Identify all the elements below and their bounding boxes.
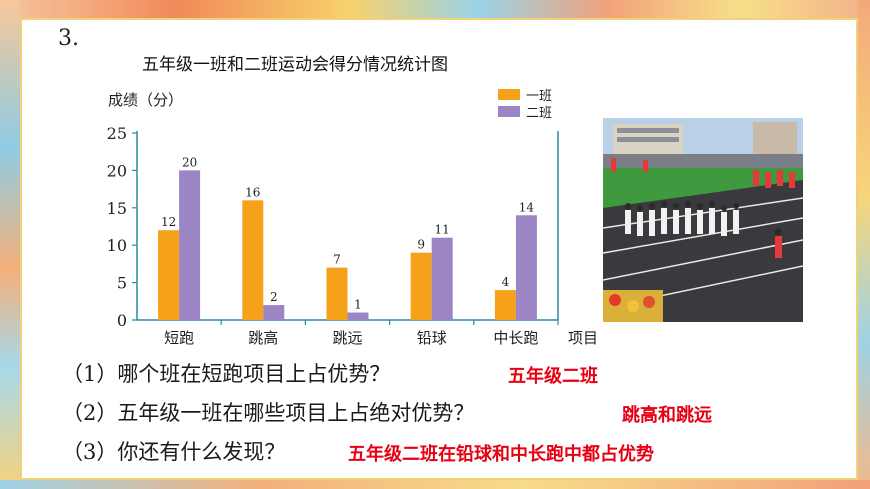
data-label: 7 bbox=[333, 253, 341, 267]
x-tick-label: 中长跑 bbox=[493, 329, 538, 347]
y-tick-label: 20 bbox=[107, 161, 127, 180]
data-label: 11 bbox=[435, 223, 450, 237]
background-strip-right bbox=[858, 0, 870, 489]
data-label: 9 bbox=[417, 238, 425, 252]
y-tick-label: 25 bbox=[107, 124, 127, 143]
bar-二班-铅球 bbox=[431, 237, 453, 320]
x-tick-label: 铅球 bbox=[417, 329, 447, 347]
bar-一班-跳远 bbox=[326, 267, 348, 320]
bar-一班-跳高 bbox=[242, 200, 264, 320]
bar-二班-跳高 bbox=[263, 305, 285, 320]
data-label: 14 bbox=[519, 200, 535, 214]
y-tick-label: 0 bbox=[117, 311, 127, 330]
data-label: 12 bbox=[161, 215, 176, 229]
data-label: 4 bbox=[502, 275, 510, 289]
x-tick-label: 跳远 bbox=[332, 329, 362, 347]
answer-1: 五年级二班 bbox=[508, 366, 598, 387]
question-number: 3. bbox=[58, 26, 79, 51]
legend-swatch-二班 bbox=[498, 106, 520, 117]
answer-2: 跳高和跳远 bbox=[622, 405, 712, 426]
legend-label: 一班 bbox=[526, 89, 552, 104]
x-axis-label: 项目 bbox=[568, 329, 598, 347]
question-3: （3）你还有什么发现？ bbox=[62, 440, 286, 464]
y-axis-label: 成绩（分） bbox=[108, 91, 183, 109]
bar-一班-中长跑 bbox=[494, 290, 516, 320]
data-label: 20 bbox=[182, 155, 197, 169]
data-label: 1 bbox=[354, 298, 362, 312]
question-2: （2）五年级一班在哪些项目上占绝对优势？ bbox=[62, 401, 475, 425]
x-tick-label: 跳高 bbox=[248, 329, 278, 347]
x-tick-label: 短跑 bbox=[164, 329, 194, 347]
bar-二班-短跑 bbox=[179, 170, 201, 320]
y-tick-label: 10 bbox=[107, 236, 127, 255]
y-tick-label: 15 bbox=[107, 199, 127, 218]
data-label: 16 bbox=[245, 185, 260, 199]
answer-3: 五年级二班在铅球和中长跑中都占优势 bbox=[348, 444, 654, 465]
legend-label: 二班 bbox=[526, 106, 552, 121]
background-strip-left bbox=[0, 0, 20, 489]
bar-一班-短跑 bbox=[158, 230, 180, 320]
bar-一班-铅球 bbox=[410, 252, 432, 320]
bar-二班-跳远 bbox=[347, 312, 369, 320]
sports-meet-photo bbox=[603, 118, 803, 322]
background-strip-top bbox=[0, 0, 870, 18]
legend-swatch-一班 bbox=[498, 89, 520, 100]
background-strip-bottom bbox=[0, 480, 870, 489]
data-label: 2 bbox=[270, 290, 278, 304]
y-tick-label: 5 bbox=[117, 274, 127, 293]
bar-二班-中长跑 bbox=[515, 215, 537, 320]
question-1: （1）哪个班在短跑项目上占优势？ bbox=[62, 362, 391, 386]
chart-title: 五年级一班和二班运动会得分情况统计图 bbox=[142, 55, 448, 75]
